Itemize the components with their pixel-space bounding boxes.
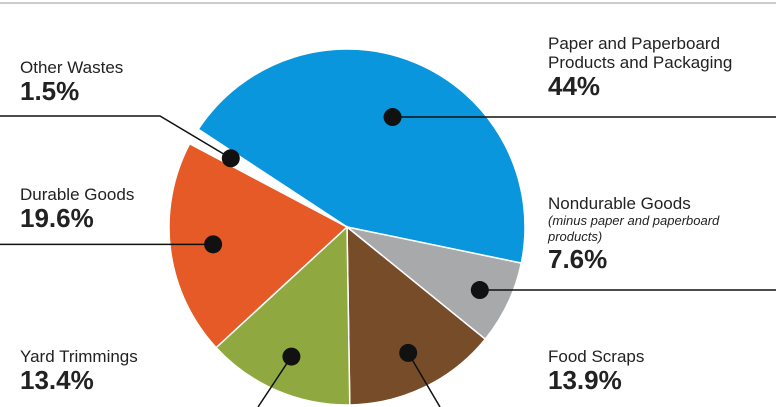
label-block: Durable Goods 19.6% — [20, 185, 134, 232]
slice-dot — [383, 108, 402, 127]
value-label: 19.6% — [20, 203, 94, 233]
slice-dot — [221, 149, 240, 168]
annotation: (minus paper and paperboard products) — [548, 213, 720, 244]
label-block: Food Scraps 13.9% — [548, 347, 644, 394]
value-label: 44% — [548, 71, 601, 101]
slice-label: Food Scraps — [548, 347, 645, 366]
value-label: 13.9% — [548, 365, 622, 395]
slice-dot — [399, 343, 418, 362]
pie-slice — [215, 225, 351, 406]
slice-label: Other Wastes — [20, 58, 124, 77]
slice-label: Yard Trimmings — [20, 347, 138, 366]
slice-dot — [204, 235, 223, 254]
label-block: Nondurable Goods (minus paper and paperb… — [548, 194, 728, 273]
value-label: 1.5% — [20, 76, 80, 106]
pie-slice — [197, 48, 526, 264]
slice-label: Nondurable Goods — [548, 194, 691, 213]
label-block: Other Wastes 1.5% — [20, 58, 123, 105]
label-block: Paper and Paperboard Products and Packag… — [548, 34, 763, 100]
value-label: 13.4% — [20, 365, 94, 395]
value-label: 7.6% — [548, 244, 608, 274]
leader-line — [0, 115, 232, 159]
pie-slice — [168, 142, 349, 349]
leader-line — [407, 352, 441, 407]
slice-dot — [470, 281, 489, 300]
pie-slice — [346, 225, 487, 406]
slice-label: Durable Goods — [20, 185, 135, 204]
slice-dot — [282, 347, 301, 366]
label-block: Yard Trimmings 13.4% — [20, 347, 138, 394]
leader-line — [257, 356, 293, 407]
slice-label: Paper and Paperboard Products and Packag… — [548, 34, 733, 72]
